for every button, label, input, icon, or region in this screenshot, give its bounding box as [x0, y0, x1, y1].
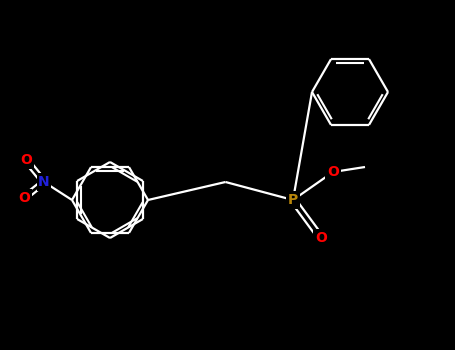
Text: O: O — [20, 153, 32, 167]
Text: N: N — [38, 175, 50, 189]
Text: O: O — [327, 165, 339, 179]
Text: P: P — [288, 193, 298, 207]
Text: O: O — [315, 231, 327, 245]
Text: O: O — [18, 191, 30, 205]
